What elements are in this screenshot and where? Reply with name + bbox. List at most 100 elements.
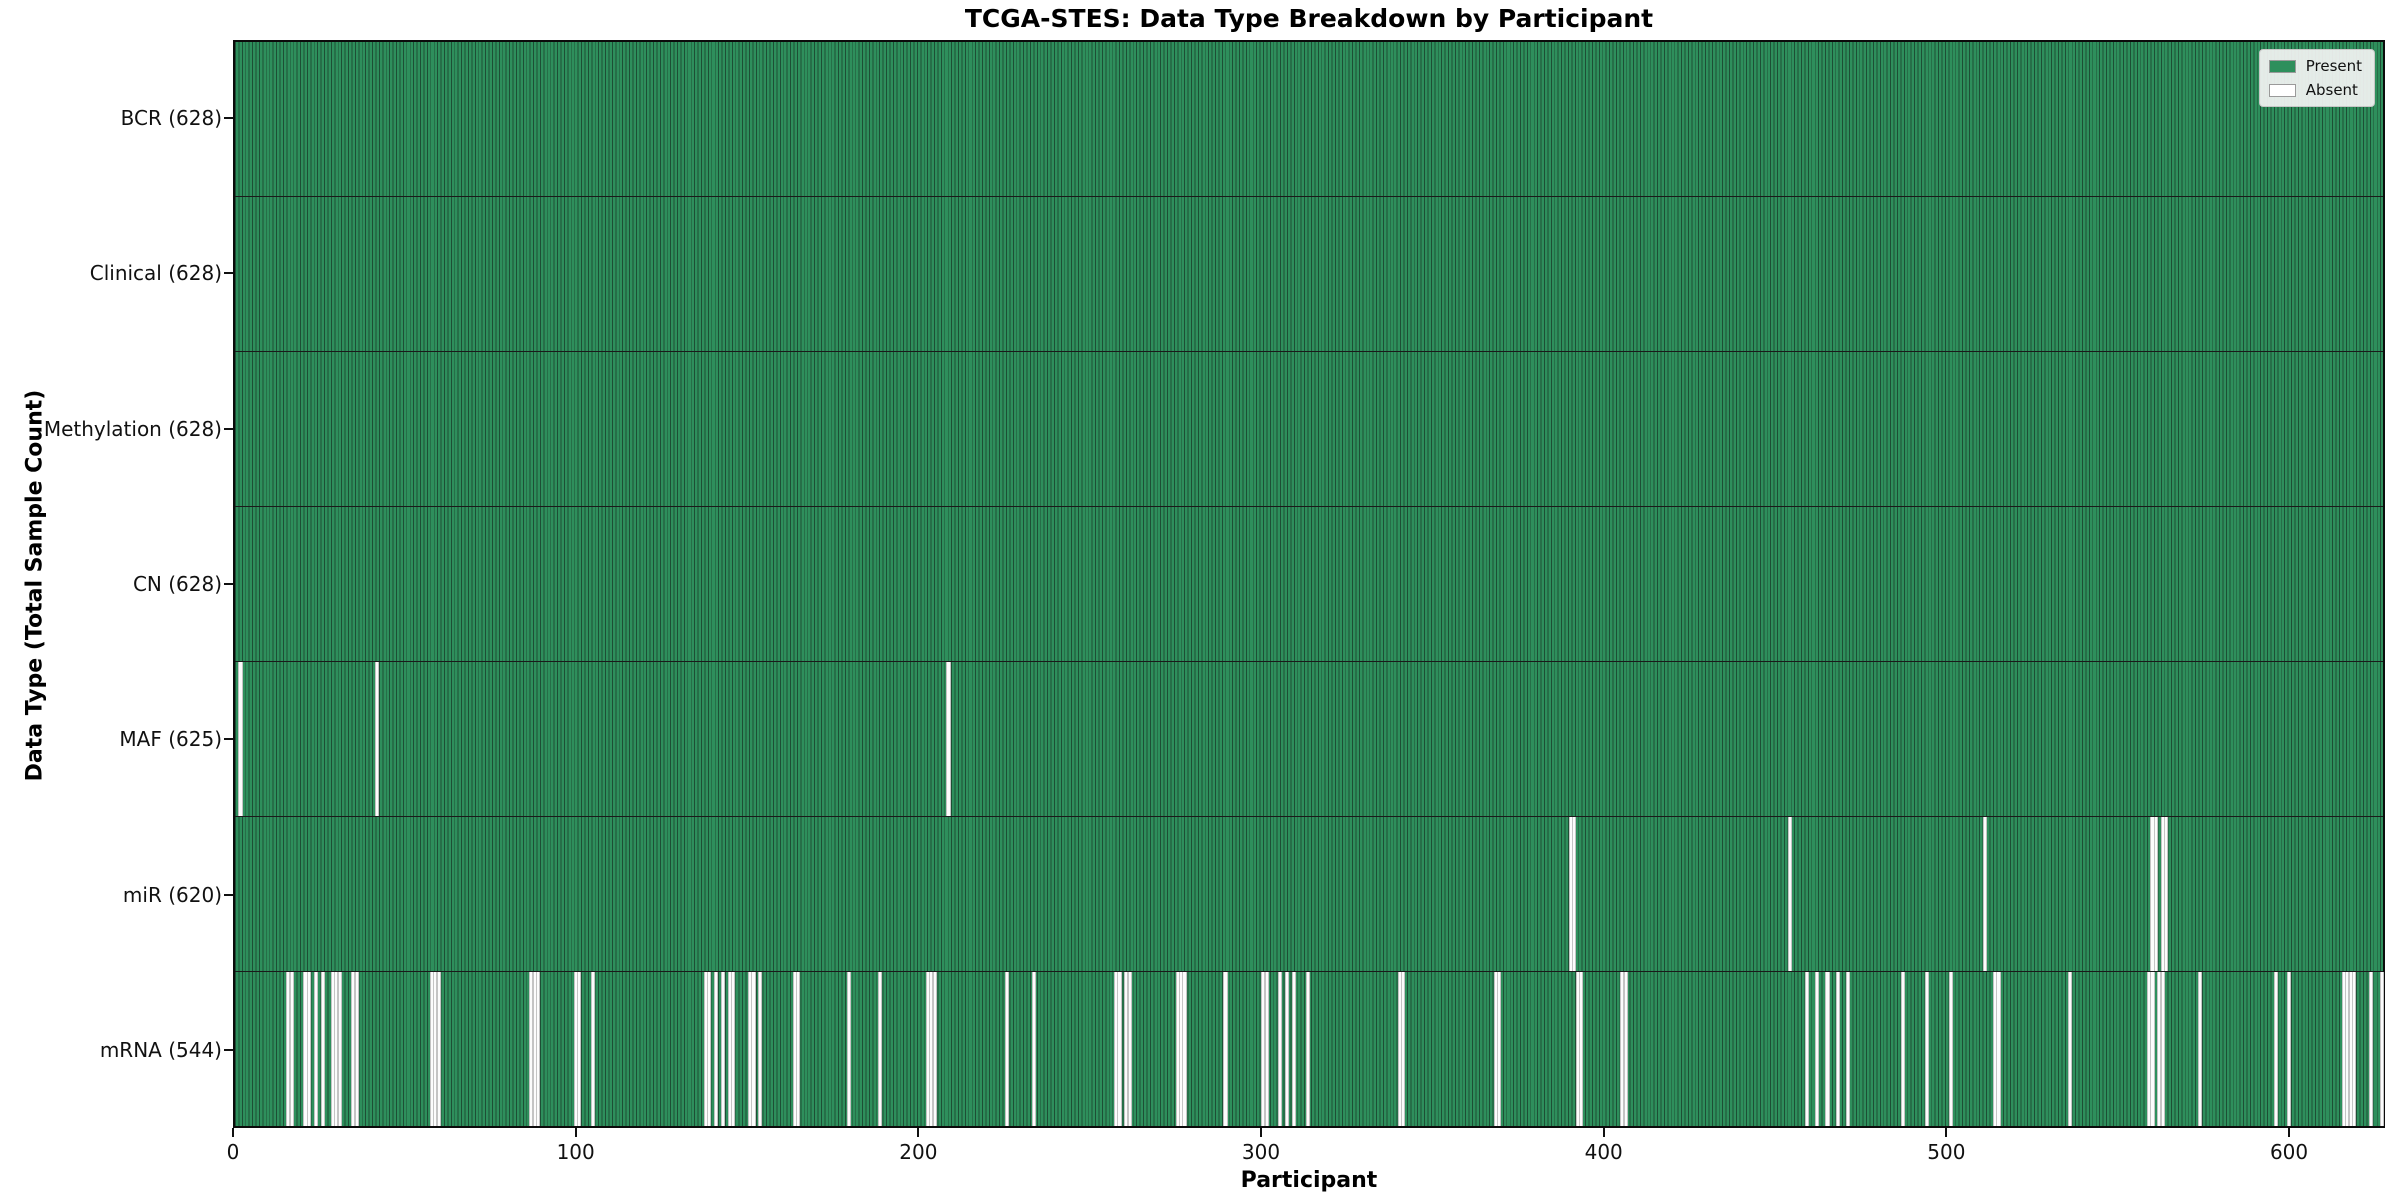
y-tick-label-CN: CN (628) [132,572,222,596]
row-CN [235,507,2383,662]
x-tick-label-200: 200 [899,1140,938,1164]
absent-stripe [1982,817,1987,971]
y-tick-label-MAF: MAF (625) [119,727,222,752]
legend-item-absent: Absent [2268,81,2362,99]
legend-item-present: Present [2268,57,2362,75]
y-tick-mark [224,427,233,430]
absent-stripe [1223,972,1228,1126]
absent-stripe [2379,972,2384,1126]
y-tick-label-Clinical: Clinical (628) [89,261,222,286]
absent-stripe [1497,972,1502,1126]
row-Clinical [235,197,2383,352]
y-tick-mark [224,893,233,896]
absent-stripe [1846,972,1851,1126]
absent-stripe [2150,972,2155,1126]
absent-stripe [2273,972,2278,1126]
absent-stripe [751,972,756,1126]
absent-stripe [354,972,359,1126]
x-tick-mark [2288,1128,2291,1137]
absent-stripe [795,972,801,1126]
absent-stripe [577,972,582,1126]
x-tick-label-0: 0 [226,1140,240,1164]
absent-stripe [1305,972,1310,1126]
absent-stripe [1127,972,1132,1126]
absent-stripe [847,972,852,1126]
x-tick-mark [574,1128,577,1137]
absent-stripe [238,662,243,816]
absent-stripe [2369,972,2374,1126]
y-tick-label-miR: miR (620) [122,882,222,907]
absent-stripe [1285,972,1290,1126]
absent-stripe [1924,972,1929,1126]
absent-stripe [1948,972,1953,1126]
absent-stripe [946,662,951,816]
absent-stripe [758,972,763,1126]
absent-stripe [289,972,294,1126]
x-tick-mark [1602,1128,1605,1137]
absent-stripe [1278,972,1283,1126]
absent-stripe [1291,972,1296,1126]
x-tick-mark [1260,1128,1263,1137]
absent-stripe [535,972,541,1126]
absent-stripe [1787,817,1792,971]
absent-stripe [1117,972,1122,1126]
absent-stripe [932,972,937,1126]
row-Methylation [235,352,2383,507]
x-axis-label: Participant [1240,1168,1378,1193]
absent-stripe [707,972,712,1126]
absent-stripe [1031,972,1037,1126]
legend-label-absent: Absent [2305,81,2358,99]
x-tick-label-100: 100 [556,1140,595,1164]
absent-stripe [713,972,718,1126]
absent-stripe [1572,817,1577,971]
y-tick-mark [224,583,233,585]
absent-stripe [1004,972,1009,1126]
absent-stripe [1623,972,1628,1126]
x-tick-label-600: 600 [2269,1140,2309,1164]
absent-stripe [1825,972,1830,1126]
plot-area: Present Absent [233,40,2385,1128]
legend-swatch-absent [2268,83,2296,97]
y-tick-label-mRNA: mRNA (544) [99,1038,222,1063]
y-axis-label: Data Type (Total Sample Count) [22,389,48,782]
y-tick-label-Methylation: Methylation (628) [43,416,222,441]
absent-stripe [2287,972,2292,1126]
absent-stripe [337,972,342,1126]
absent-stripe [2068,972,2073,1126]
absent-stripe [730,972,736,1126]
y-tick-mark [224,738,233,741]
absent-stripe [590,972,595,1126]
y-tick-mark [224,116,233,119]
row-MAF [235,662,2383,817]
absent-stripe [1900,972,1905,1126]
x-tick-mark [1945,1128,1948,1137]
x-tick-mark [917,1128,920,1137]
absent-stripe [320,972,325,1126]
absent-stripe [2352,972,2357,1126]
absent-stripe [2198,972,2203,1126]
y-tick-mark [224,1049,233,1052]
x-tick-label-300: 300 [1241,1140,1281,1164]
x-tick-label-400: 400 [1584,1140,1623,1164]
legend-swatch-present [2268,59,2296,73]
absent-stripe [2164,817,2169,971]
legend-label-present: Present [2305,57,2362,75]
absent-stripe [375,662,380,816]
absent-stripe [436,972,441,1126]
absent-stripe [313,972,318,1126]
absent-stripe [1804,972,1810,1126]
absent-stripe [1182,972,1187,1126]
absent-stripe [2160,972,2165,1126]
absent-stripe [306,972,311,1126]
y-tick-mark [224,272,233,275]
row-mRNA [235,972,2384,1126]
absent-stripe [720,972,725,1126]
row-miR [235,817,2383,972]
absent-stripe [1835,972,1840,1126]
chart-title: TCGA-STES: Data Type Breakdown by Partic… [964,4,1654,33]
legend: Present Absent [2258,49,2375,107]
absent-stripe [1996,972,2001,1126]
x-tick-mark [232,1128,234,1137]
y-tick-label-BCR: BCR (628) [120,105,222,130]
